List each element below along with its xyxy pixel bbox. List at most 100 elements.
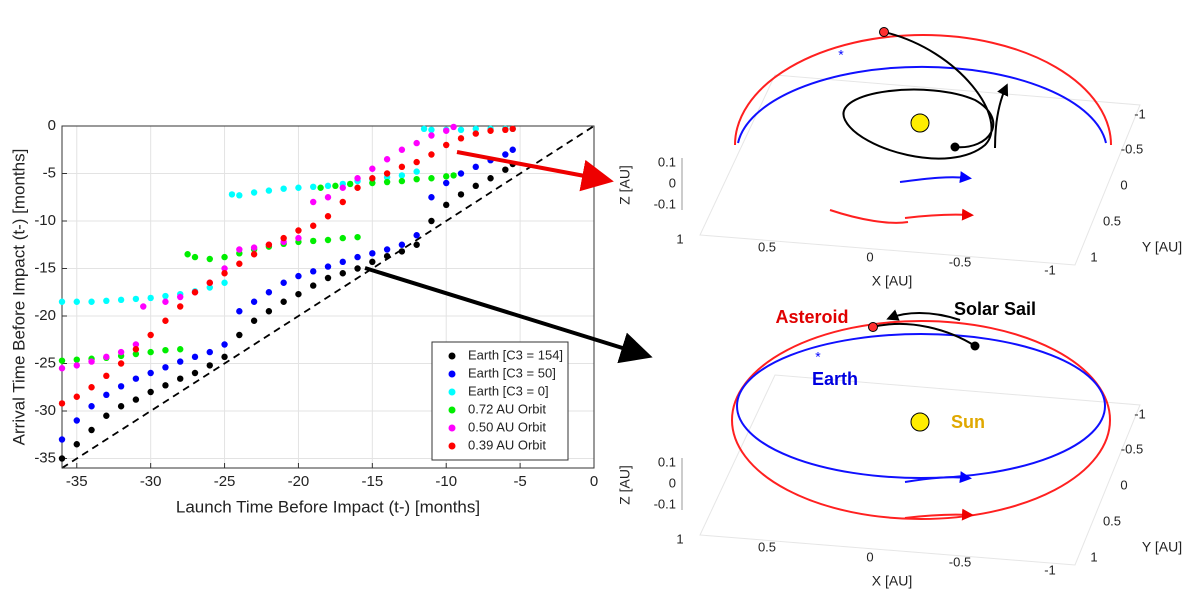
point — [162, 292, 169, 300]
point — [132, 341, 140, 348]
point — [58, 436, 66, 443]
point — [236, 246, 243, 253]
point — [428, 151, 435, 158]
legend-marker — [448, 442, 456, 450]
y-axis-label: Arrival Time Before Impact (t-) [months] — [9, 149, 28, 446]
point — [140, 303, 147, 310]
earth-marker: * — [838, 47, 844, 63]
orbit-axis-labels: 0.1 0 -0.1 1 0.5 0 -0.5 -1 -1 -0.5 0 0.5 1 Z [AU] X [A… — [617, 106, 1182, 588]
direction-arrow — [904, 208, 974, 221]
z-tick-label: 0 — [669, 175, 676, 190]
legend-marker — [448, 424, 456, 432]
point — [428, 217, 435, 225]
point — [369, 179, 376, 187]
point — [162, 364, 169, 371]
y-tick-label: -35 — [34, 449, 56, 466]
point — [487, 175, 494, 182]
point — [103, 391, 110, 399]
point — [450, 172, 457, 179]
point — [354, 175, 361, 182]
point — [354, 184, 361, 191]
point — [443, 201, 450, 209]
point — [280, 185, 287, 192]
point — [117, 383, 125, 390]
legend-label: 0.39 AU Orbit — [468, 437, 546, 452]
point — [73, 393, 80, 400]
point — [221, 353, 228, 361]
orbit-plot-top: * — [681, 27, 1141, 266]
legend-label: 0.50 AU Orbit — [468, 419, 546, 434]
point — [58, 357, 66, 364]
x-tick-label: -5 — [513, 473, 526, 490]
point — [250, 298, 258, 305]
point — [73, 298, 80, 305]
x-tick-label: 0 — [866, 549, 873, 564]
point — [191, 369, 199, 377]
x-tick-label: 1 — [676, 231, 683, 246]
y-tick-label: -15 — [34, 259, 56, 276]
point — [132, 396, 140, 403]
point — [206, 284, 213, 291]
point — [413, 241, 420, 248]
direction-arrow — [904, 508, 974, 521]
sail-position — [970, 341, 980, 351]
point — [324, 213, 332, 220]
z-axis-label: Z [AU] — [617, 465, 633, 505]
x-tick-label: 0.5 — [758, 239, 776, 254]
point — [472, 125, 479, 133]
point — [369, 258, 376, 266]
point — [383, 170, 391, 177]
point — [221, 253, 228, 261]
point — [162, 382, 169, 389]
x-tick-label: -10 — [435, 473, 457, 490]
point — [428, 132, 435, 139]
point — [117, 296, 125, 304]
pointer-arrow — [364, 266, 653, 364]
point — [280, 234, 287, 242]
point — [132, 346, 140, 353]
point — [443, 179, 450, 187]
y-tick-label: 0 — [48, 117, 56, 134]
x-tick-label: -35 — [66, 473, 88, 490]
point — [354, 265, 361, 272]
point — [162, 298, 169, 305]
point — [73, 356, 80, 363]
point — [88, 426, 95, 434]
y-tick-label: -0.5 — [1121, 441, 1143, 456]
point — [280, 279, 287, 286]
point — [103, 297, 110, 304]
y-tick-label: -5 — [43, 164, 56, 181]
point — [88, 403, 95, 410]
point — [58, 298, 66, 305]
point — [317, 184, 324, 191]
point — [354, 253, 361, 261]
point — [132, 295, 140, 303]
point — [509, 125, 516, 133]
point — [413, 158, 420, 166]
earth-marker: * — [815, 349, 821, 365]
plot-frame — [61, 125, 595, 469]
point — [310, 237, 317, 245]
asteroid — [868, 322, 878, 332]
legend-label: Earth [C3 = 154] — [468, 347, 563, 362]
point — [457, 135, 465, 142]
point — [310, 183, 317, 190]
point — [310, 198, 317, 206]
point — [457, 126, 465, 133]
scatter-chart: -35 -30 -25 -20 -15 -10 -5 0 -35 -30 -25 -20 -15 -10 -… — [9, 117, 598, 517]
y-tick-label: 1 — [1090, 549, 1097, 564]
point — [295, 234, 302, 242]
point — [324, 236, 332, 244]
point — [310, 282, 317, 289]
point — [295, 184, 302, 191]
axis-box — [699, 74, 1141, 266]
earth-orbit — [736, 333, 1106, 479]
point — [250, 244, 258, 251]
point — [265, 187, 273, 194]
x-tick-label: 0.5 — [758, 539, 776, 554]
point — [103, 372, 110, 380]
point — [236, 308, 243, 315]
point — [369, 250, 376, 257]
point — [58, 455, 66, 462]
point — [428, 126, 435, 133]
